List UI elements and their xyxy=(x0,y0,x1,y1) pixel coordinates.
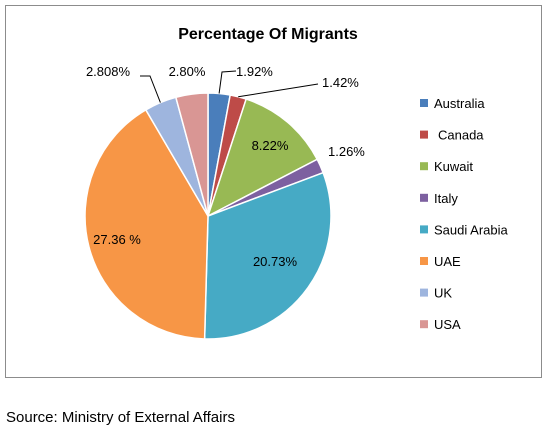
data-label-uk: 2.808% xyxy=(86,64,131,79)
legend-swatch-uae xyxy=(420,257,428,265)
legend-swatch-australia xyxy=(420,99,428,107)
legend-label-kuwait: Kuwait xyxy=(434,159,473,174)
pie-slices xyxy=(84,92,332,340)
pie-slice-usa xyxy=(174,92,209,217)
legend-swatch-uk xyxy=(420,288,428,297)
pie-slice-kuwait xyxy=(206,98,319,218)
leader-line-canada xyxy=(238,83,319,98)
data-label-kuwait: 8.22% xyxy=(252,138,289,153)
legend-label-australia: Australia xyxy=(434,96,485,111)
data-label-uae: 27.36 % xyxy=(93,232,141,247)
legend-label-uae: UAE xyxy=(434,254,461,269)
leader-line-australia xyxy=(218,70,237,94)
legend-swatch-italy xyxy=(420,193,428,202)
legend-swatch-usa xyxy=(420,320,428,329)
legend-label-uk: UK xyxy=(434,286,452,301)
data-label-saudi-arabia: 20.73% xyxy=(253,254,298,269)
legend-swatch-saudi-arabia xyxy=(420,225,428,234)
data-label-usa: 2.80% xyxy=(169,64,206,79)
legend-swatch-kuwait xyxy=(420,162,428,171)
data-label-australia: 1.92% xyxy=(236,64,273,79)
data-labels: 1.92% 1.42% 8.22% 1.26% 20.73% 27.36 % 2.808% 2… xyxy=(86,64,365,269)
pie-slice-uae xyxy=(84,108,209,340)
legend-label-saudi-arabia: Saudi Arabia xyxy=(434,222,508,237)
legend-label-canada: Canada xyxy=(438,128,484,143)
chart-title: Percentage Of Migrants xyxy=(178,26,358,43)
pie-slice-saudi-arabia xyxy=(203,171,332,340)
leader-line-uk xyxy=(140,75,161,103)
source-note: Source: Ministry of External Affairs xyxy=(6,409,235,426)
legend-swatch-canada xyxy=(420,130,428,139)
data-label-italy: 1.26% xyxy=(328,144,365,159)
leader-lines xyxy=(140,70,319,103)
legend-label-italy: Italy xyxy=(434,191,458,206)
data-label-canada: 1.42% xyxy=(322,75,359,90)
legend: Australia Canada Kuwait Italy Saudi Arabia UA… xyxy=(420,96,508,332)
legend-label-usa: USA xyxy=(434,317,461,332)
